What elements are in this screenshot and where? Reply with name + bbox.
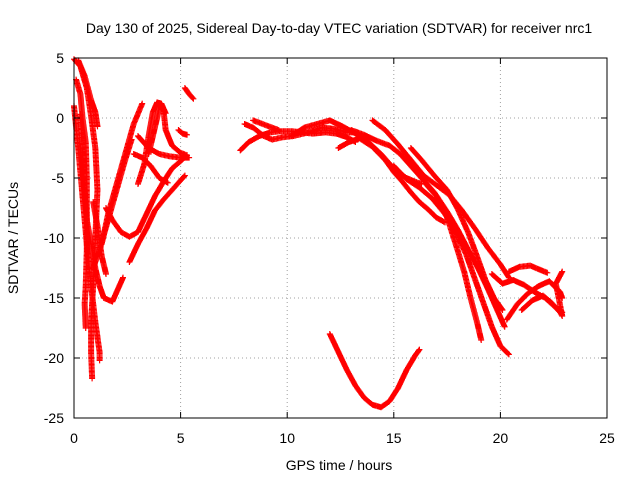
data-point-markers xyxy=(505,262,551,276)
data-point-markers xyxy=(181,85,197,102)
data-point-markers xyxy=(422,181,485,343)
x-tick-label: 0 xyxy=(70,430,78,446)
y-tick-label: -10 xyxy=(44,230,64,246)
x-tick-label: 10 xyxy=(279,430,295,446)
series-arc-30 xyxy=(505,262,551,276)
data-series xyxy=(71,56,566,411)
data-point-markers xyxy=(75,57,101,130)
data-point-markers xyxy=(175,127,190,138)
data-point-markers xyxy=(250,117,282,133)
series-arc-27 xyxy=(326,331,423,411)
chart-title: Day 130 of 2025, Sidereal Day-to-day VTE… xyxy=(86,20,592,36)
x-tick-label: 25 xyxy=(599,430,615,446)
series-arc-12 xyxy=(145,103,190,159)
y-tick-label: 5 xyxy=(56,50,64,66)
series-arc-16 xyxy=(181,85,197,102)
data-point-markers xyxy=(130,151,171,186)
y-tick-label: 0 xyxy=(56,110,64,126)
data-point-markers xyxy=(326,331,423,411)
y-axis-label: SDTVAR / TECUs xyxy=(5,182,21,294)
series-arc-13 xyxy=(130,151,171,186)
data-point-markers xyxy=(407,145,506,313)
y-tick-label: -15 xyxy=(44,290,64,306)
series-arc-26 xyxy=(422,181,485,343)
series-arc-21 xyxy=(335,135,448,226)
series-arc-15 xyxy=(175,127,190,138)
x-axis-label: GPS time / hours xyxy=(286,457,393,473)
series-arc-10 xyxy=(126,172,188,265)
y-tick-label: -20 xyxy=(44,350,64,366)
data-point-markers xyxy=(135,133,193,161)
y-tick-label: -25 xyxy=(44,410,64,426)
series-arc-9 xyxy=(103,152,190,240)
data-point-markers xyxy=(518,268,566,319)
data-point-markers xyxy=(126,172,188,265)
series-arc-14 xyxy=(135,133,193,161)
series-arc-19 xyxy=(250,117,282,133)
x-tick-label: 20 xyxy=(493,430,509,446)
data-point-markers xyxy=(145,103,190,159)
y-tick-label: -5 xyxy=(52,170,65,186)
series-arc-31 xyxy=(518,268,566,319)
series-arc-25 xyxy=(407,145,506,313)
axis-ticks: 0 5 10 15 20 25 -25 -20 -15 -10 -5 0 5 xyxy=(44,50,615,446)
data-point-markers xyxy=(335,135,448,226)
data-point-markers xyxy=(103,152,190,240)
x-tick-label: 15 xyxy=(386,430,402,446)
x-tick-label: 5 xyxy=(177,430,185,446)
series-arc-3 xyxy=(75,57,101,130)
